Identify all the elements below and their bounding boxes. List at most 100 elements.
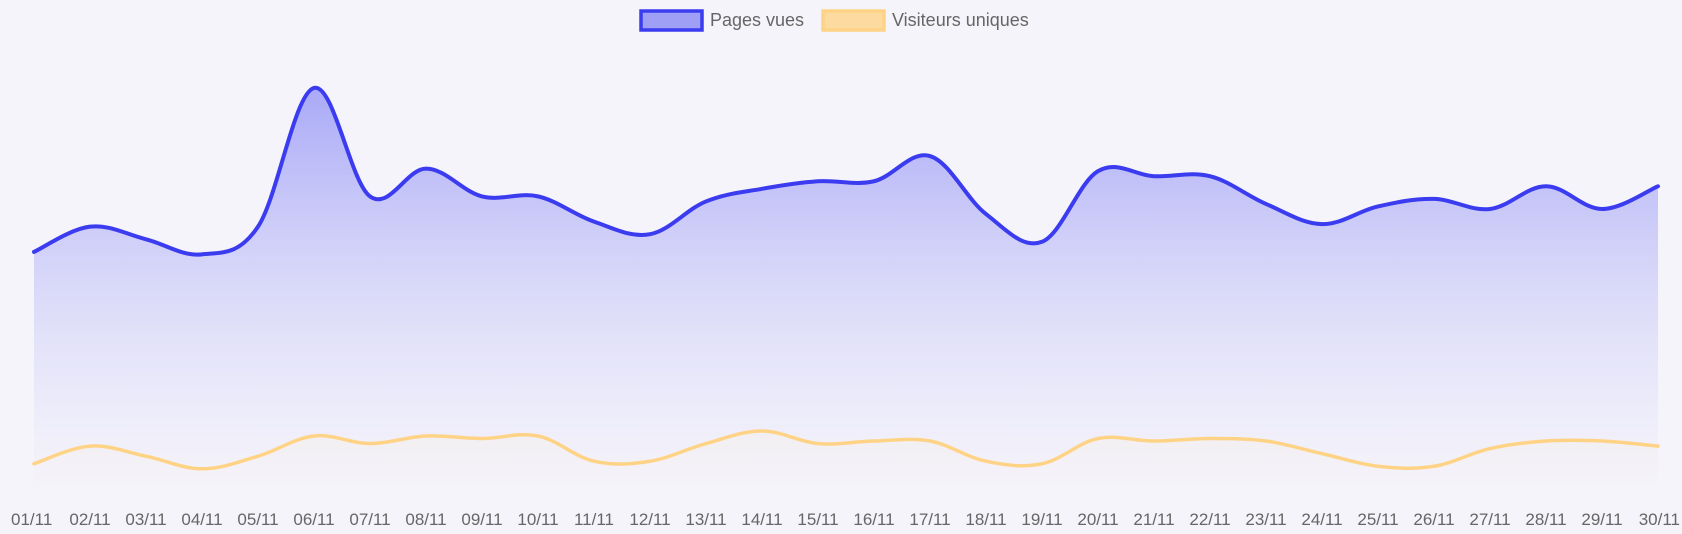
- data-point-pages-vues-27-11[interactable]: [1484, 203, 1496, 215]
- x-tick-label: 05/11: [237, 510, 278, 529]
- data-point-pages-vues-17-11[interactable]: [924, 150, 936, 162]
- data-point-pages-vues-13-11[interactable]: [700, 195, 712, 207]
- data-point-pages-vues-15-11[interactable]: [812, 175, 824, 187]
- data-point-pages-vues-09-11[interactable]: [476, 190, 488, 202]
- data-point-pages-vues-20-11[interactable]: [1092, 165, 1104, 177]
- data-point-pages-vues-10-11[interactable]: [532, 190, 544, 202]
- data-point-visiteurs-uniques-08-11[interactable]: [420, 430, 432, 442]
- series-line-pages-vues[interactable]: [32, 85, 1660, 257]
- data-point-visiteurs-uniques-20-11[interactable]: [1092, 433, 1104, 445]
- data-point-pages-vues-05-11[interactable]: [252, 221, 264, 233]
- data-point-visiteurs-uniques-24-11[interactable]: [1316, 448, 1328, 460]
- data-point-pages-vues-08-11[interactable]: [420, 163, 432, 175]
- data-point-visiteurs-uniques-10-11[interactable]: [532, 430, 544, 442]
- data-point-visiteurs-uniques-21-11[interactable]: [1148, 435, 1160, 447]
- x-tick-label: 30/11: [1639, 510, 1680, 529]
- series-line-visiteurs-uniques[interactable]: [32, 429, 1660, 471]
- data-point-pages-vues-28-11[interactable]: [1540, 180, 1552, 192]
- data-point-visiteurs-uniques-26-11[interactable]: [1428, 460, 1440, 472]
- data-point-pages-vues-22-11[interactable]: [1204, 170, 1216, 182]
- data-point-visiteurs-uniques-12-11[interactable]: [644, 455, 656, 467]
- data-point-visiteurs-uniques-03-11[interactable]: [140, 450, 152, 462]
- data-point-pages-vues-24-11[interactable]: [1316, 218, 1328, 230]
- x-tick-label: 22/11: [1189, 510, 1230, 529]
- x-tick-label: 25/11: [1357, 510, 1398, 529]
- data-point-visiteurs-uniques-25-11[interactable]: [1372, 460, 1384, 472]
- data-point-pages-vues-12-11[interactable]: [644, 228, 656, 240]
- x-tick-label: 17/11: [909, 510, 950, 529]
- x-tick-label: 06/11: [293, 510, 334, 529]
- data-point-pages-vues-02-11[interactable]: [84, 221, 96, 233]
- x-tick-label: 13/11: [685, 510, 726, 529]
- data-point-pages-vues-16-11[interactable]: [868, 175, 880, 187]
- x-tick-label: 15/11: [797, 510, 838, 529]
- series-area-visiteurs-uniques: [34, 430, 1658, 494]
- data-point-visiteurs-uniques-06-11[interactable]: [308, 430, 320, 442]
- data-point-pages-vues-11-11[interactable]: [588, 216, 600, 228]
- data-point-visiteurs-uniques-22-11[interactable]: [1204, 433, 1216, 445]
- data-point-pages-vues-07-11[interactable]: [364, 190, 376, 202]
- data-point-pages-vues-26-11[interactable]: [1428, 193, 1440, 205]
- series-areas: [34, 87, 1658, 494]
- data-point-visiteurs-uniques-17-11[interactable]: [924, 435, 936, 447]
- data-point-visiteurs-uniques-15-11[interactable]: [812, 438, 824, 450]
- legend-swatch-pages-vues[interactable]: [639, 9, 704, 32]
- data-point-pages-vues-04-11[interactable]: [196, 248, 208, 260]
- x-tick-label: 19/11: [1021, 510, 1062, 529]
- data-point-visiteurs-uniques-07-11[interactable]: [364, 438, 376, 450]
- x-tick-label: 18/11: [965, 510, 1006, 529]
- data-point-pages-vues-01-11[interactable]: [28, 246, 40, 258]
- data-point-visiteurs-uniques-04-11[interactable]: [196, 463, 208, 475]
- x-tick-label: 04/11: [181, 510, 222, 529]
- x-tick-label: 21/11: [1133, 510, 1174, 529]
- legend: Pages vues Visiteurs uniques: [639, 9, 1029, 32]
- data-point-visiteurs-uniques-02-11[interactable]: [84, 440, 96, 452]
- data-point-visiteurs-uniques-16-11[interactable]: [868, 435, 880, 447]
- x-tick-label: 10/11: [517, 510, 558, 529]
- data-point-visiteurs-uniques-09-11[interactable]: [476, 433, 488, 445]
- data-point-pages-vues-25-11[interactable]: [1372, 200, 1384, 212]
- data-point-pages-vues-23-11[interactable]: [1260, 198, 1272, 210]
- data-point-pages-vues-30-11[interactable]: [1652, 180, 1664, 192]
- x-tick-label: 27/11: [1469, 510, 1510, 529]
- data-point-visiteurs-uniques-01-11[interactable]: [28, 458, 40, 470]
- data-point-visiteurs-uniques-11-11[interactable]: [588, 455, 600, 467]
- data-point-visiteurs-uniques-05-11[interactable]: [252, 450, 264, 462]
- data-point-pages-vues-21-11[interactable]: [1148, 170, 1160, 182]
- data-point-pages-vues-19-11[interactable]: [1036, 236, 1048, 248]
- data-point-pages-vues-06-11[interactable]: [308, 82, 320, 94]
- data-point-visiteurs-uniques-18-11[interactable]: [980, 455, 992, 467]
- data-point-pages-vues-29-11[interactable]: [1596, 203, 1608, 215]
- data-point-visiteurs-uniques-29-11[interactable]: [1596, 435, 1608, 447]
- x-tick-label: 07/11: [349, 510, 390, 529]
- data-point-pages-vues-14-11[interactable]: [756, 183, 768, 195]
- data-point-visiteurs-uniques-27-11[interactable]: [1484, 443, 1496, 455]
- x-tick-label: 09/11: [461, 510, 502, 529]
- x-tick-label: 12/11: [629, 510, 670, 529]
- x-tick-label: 26/11: [1413, 510, 1454, 529]
- data-point-pages-vues-03-11[interactable]: [140, 233, 152, 245]
- series-area-pages-vues: [34, 87, 1658, 494]
- x-tick-label: 28/11: [1525, 510, 1566, 529]
- data-point-visiteurs-uniques-13-11[interactable]: [700, 438, 712, 450]
- data-point-visiteurs-uniques-14-11[interactable]: [756, 425, 768, 437]
- data-point-visiteurs-uniques-23-11[interactable]: [1260, 435, 1272, 447]
- x-tick-label: 24/11: [1301, 510, 1342, 529]
- x-tick-label: 29/11: [1581, 510, 1622, 529]
- legend-label-visiteurs-uniques[interactable]: Visiteurs uniques: [892, 10, 1029, 30]
- x-tick-label: 08/11: [405, 510, 446, 529]
- legend-label-pages-vues[interactable]: Pages vues: [710, 10, 804, 30]
- data-point-visiteurs-uniques-28-11[interactable]: [1540, 435, 1552, 447]
- x-tick-label: 02/11: [69, 510, 110, 529]
- x-tick-label: 16/11: [853, 510, 894, 529]
- data-point-pages-vues-18-11[interactable]: [980, 208, 992, 220]
- series-lines: [28, 82, 1664, 475]
- x-tick-label: 11/11: [574, 510, 614, 529]
- data-point-visiteurs-uniques-19-11[interactable]: [1036, 458, 1048, 470]
- legend-swatch-visiteurs-uniques[interactable]: [821, 9, 886, 32]
- x-tick-label: 01/11: [11, 510, 52, 529]
- x-tick-label: 03/11: [125, 510, 166, 529]
- data-point-visiteurs-uniques-30-11[interactable]: [1652, 440, 1664, 452]
